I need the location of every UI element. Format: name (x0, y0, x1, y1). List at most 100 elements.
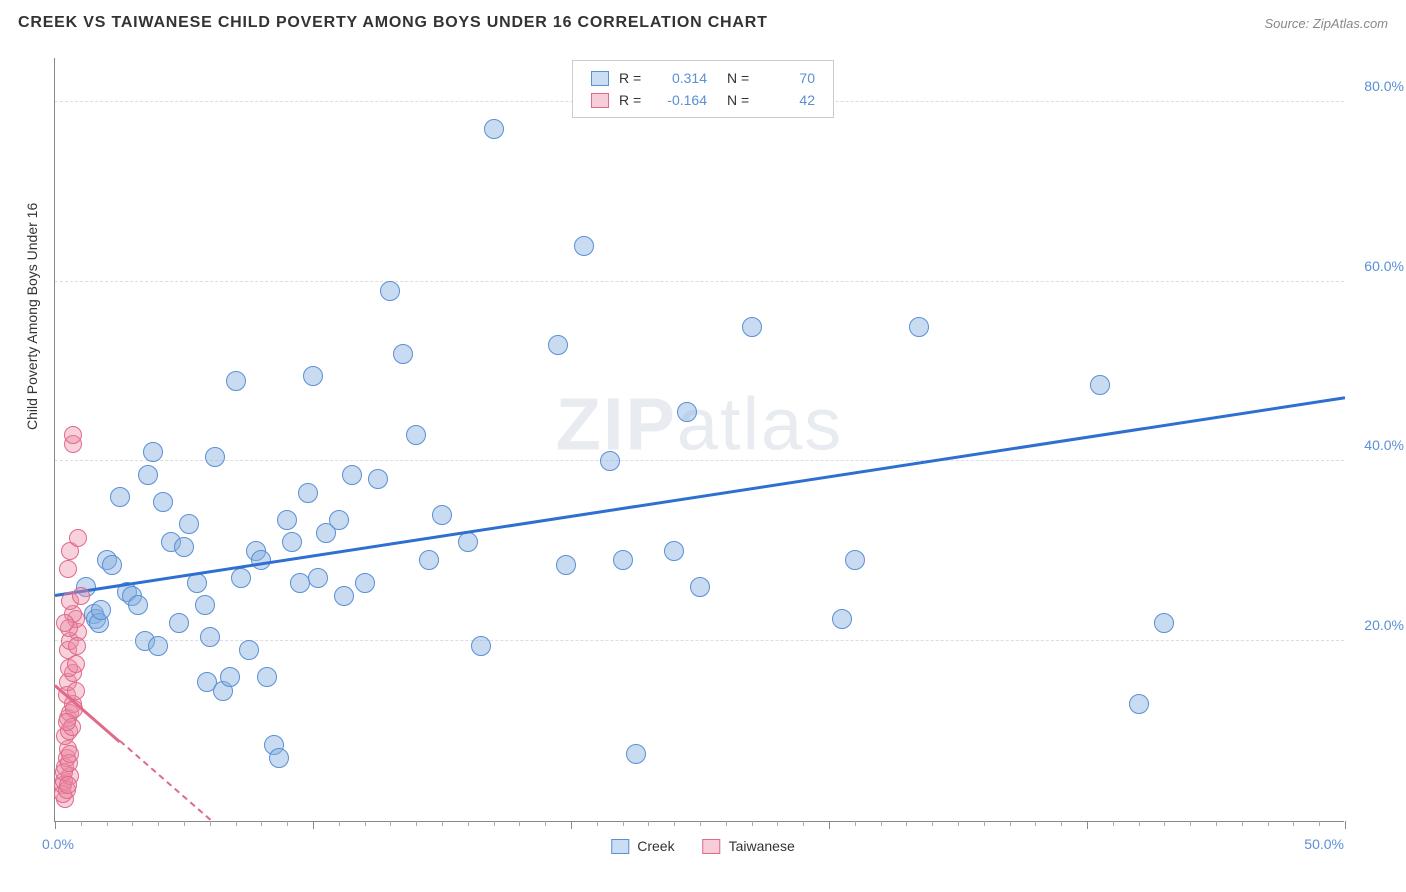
y-tick-label: 80.0% (1349, 78, 1404, 94)
scatter-point (290, 573, 310, 593)
x-tick-minor (132, 821, 133, 826)
scatter-point (200, 627, 220, 647)
y-tick-label: 20.0% (1349, 617, 1404, 633)
scatter-point (69, 529, 87, 547)
x-tick-minor (519, 821, 520, 826)
x-tick-minor (468, 821, 469, 826)
x-tick-minor (803, 821, 804, 826)
scatter-point (257, 667, 277, 687)
x-tick-minor (365, 821, 366, 826)
source-label: Source: ZipAtlas.com (1264, 16, 1388, 31)
x-tick-minor (674, 821, 675, 826)
x-tick-minor (1010, 821, 1011, 826)
series-name: Creek (637, 838, 674, 854)
x-tick-major (571, 821, 572, 829)
scatter-point (909, 317, 929, 337)
scatter-point (58, 713, 76, 731)
x-tick-minor (648, 821, 649, 826)
legend-n-label: N = (727, 89, 753, 111)
scatter-point (231, 568, 251, 588)
series-legend: Creek Taiwanese (611, 838, 795, 854)
scatter-point (1090, 375, 1110, 395)
scatter-point (406, 425, 426, 445)
x-tick-minor (1113, 821, 1114, 826)
scatter-point (1154, 613, 1174, 633)
x-tick-minor (287, 821, 288, 826)
x-tick-minor (184, 821, 185, 826)
x-tick-major (829, 821, 830, 829)
scatter-point (72, 587, 90, 605)
scatter-point (432, 505, 452, 525)
x-tick-minor (1190, 821, 1191, 826)
y-tick-label: 40.0% (1349, 437, 1404, 453)
scatter-point (355, 573, 375, 593)
x-tick-major (313, 821, 314, 829)
scatter-point (59, 776, 77, 794)
scatter-point (1129, 694, 1149, 714)
gridline (55, 281, 1344, 282)
scatter-point (205, 447, 225, 467)
scatter-point (677, 402, 697, 422)
legend-row: R =0.314N =70 (591, 67, 815, 89)
scatter-point (56, 614, 74, 632)
series-name: Taiwanese (729, 838, 795, 854)
scatter-point (148, 636, 168, 656)
x-tick-minor (726, 821, 727, 826)
watermark: ZIPatlas (556, 382, 843, 467)
x-tick-minor (494, 821, 495, 826)
scatter-point (342, 465, 362, 485)
scatter-point (613, 550, 633, 570)
x-tick-minor (236, 821, 237, 826)
x-tick-minor (1035, 821, 1036, 826)
legend-n-label: N = (727, 67, 753, 89)
scatter-point (138, 465, 158, 485)
x-tick-minor (545, 821, 546, 826)
x-tick-minor (390, 821, 391, 826)
x-tick-minor (597, 821, 598, 826)
scatter-point (368, 469, 388, 489)
legend-swatch (611, 839, 629, 854)
x-axis-max-label: 50.0% (1304, 836, 1344, 852)
legend-r-label: R = (619, 89, 645, 111)
legend-r-label: R = (619, 67, 645, 89)
x-tick-minor (339, 821, 340, 826)
scatter-point (626, 744, 646, 764)
legend-r-value: 0.314 (655, 67, 707, 89)
x-tick-minor (906, 821, 907, 826)
x-tick-minor (81, 821, 82, 826)
x-tick-minor (442, 821, 443, 826)
x-tick-minor (1319, 821, 1320, 826)
scatter-point (458, 532, 478, 552)
gridline (55, 460, 1344, 461)
scatter-point (419, 550, 439, 570)
series-legend-item: Creek (611, 838, 674, 854)
x-tick-major (1345, 821, 1346, 829)
x-tick-minor (1293, 821, 1294, 826)
y-tick-label: 60.0% (1349, 258, 1404, 274)
x-tick-minor (1164, 821, 1165, 826)
scatter-point (169, 613, 189, 633)
scatter-point (690, 577, 710, 597)
correlation-legend: R =0.314N =70R =-0.164N =42 (572, 60, 834, 118)
x-tick-major (1087, 821, 1088, 829)
series-legend-item: Taiwanese (703, 838, 795, 854)
scatter-point (600, 451, 620, 471)
x-tick-minor (1139, 821, 1140, 826)
watermark-rest: atlas (677, 383, 843, 466)
scatter-point (59, 560, 77, 578)
x-tick-minor (855, 821, 856, 826)
trend-line (119, 741, 211, 821)
scatter-point (548, 335, 568, 355)
scatter-point (61, 745, 79, 763)
x-tick-minor (752, 821, 753, 826)
scatter-point (269, 748, 289, 768)
scatter-point (282, 532, 302, 552)
scatter-point (556, 555, 576, 575)
scatter-point (128, 595, 148, 615)
legend-swatch (591, 93, 609, 108)
x-tick-minor (777, 821, 778, 826)
legend-swatch (591, 71, 609, 86)
legend-swatch (703, 839, 721, 854)
scatter-point (393, 344, 413, 364)
legend-row: R =-0.164N =42 (591, 89, 815, 111)
